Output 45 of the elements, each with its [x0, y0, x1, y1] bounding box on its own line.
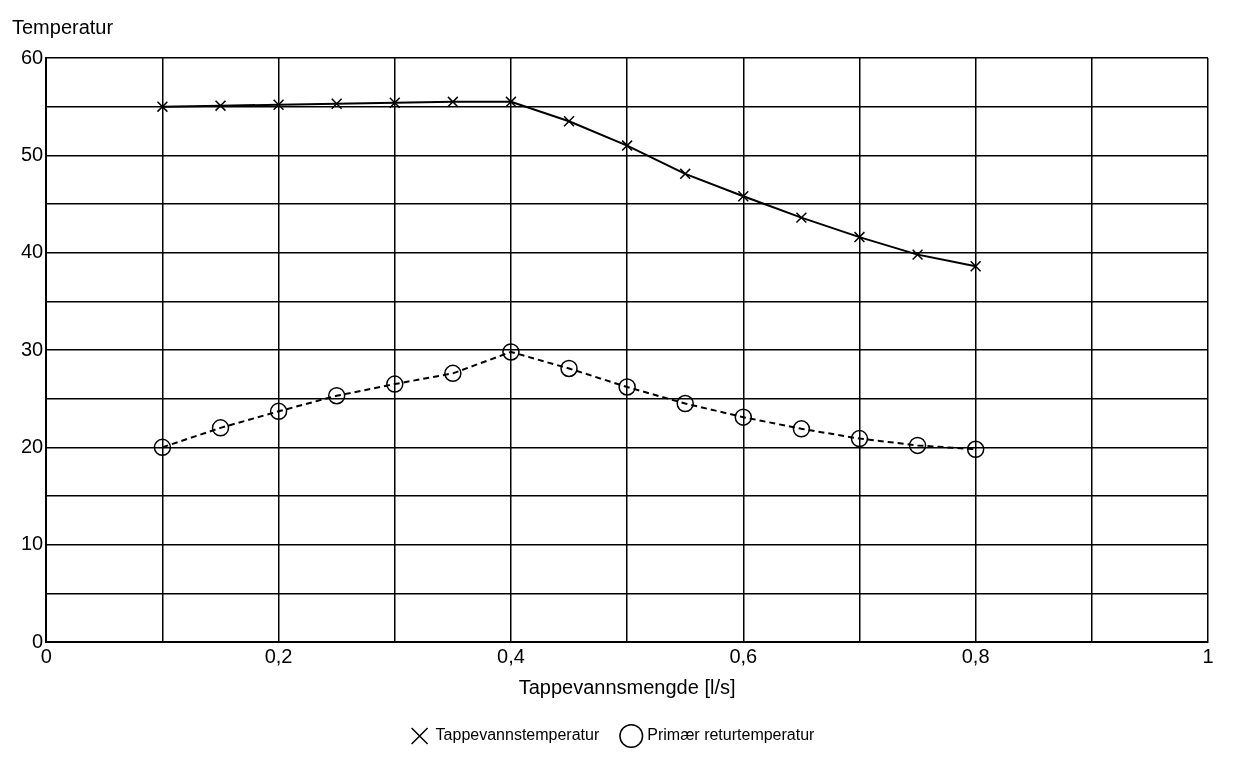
x-tick-label: 1	[1202, 644, 1214, 667]
point	[330, 98, 343, 110]
point	[734, 408, 753, 426]
point	[795, 211, 808, 224]
point	[679, 168, 691, 180]
y-axis-title: Temperatur	[12, 15, 114, 38]
y-tick-label: 10	[21, 532, 44, 555]
legend-label: Tappevannstemperatur	[435, 726, 600, 744]
y-tick-label: 60	[21, 45, 44, 68]
point	[153, 438, 172, 457]
y-tick-label: 40	[21, 240, 44, 263]
point	[272, 99, 285, 111]
point	[792, 420, 811, 438]
point	[447, 96, 459, 108]
point	[737, 190, 749, 202]
point	[214, 99, 227, 112]
point	[911, 248, 924, 261]
x-tick-label: 0,6	[729, 644, 758, 667]
legend-label: Primær returtemperatur	[647, 726, 816, 744]
point	[211, 419, 230, 437]
x-tick-label: 0,4	[497, 644, 525, 667]
point	[853, 231, 866, 243]
point	[621, 139, 633, 152]
point	[618, 378, 636, 396]
point	[156, 100, 169, 113]
point	[969, 260, 982, 272]
point	[908, 436, 927, 455]
y-tick-label: 30	[21, 337, 44, 360]
x-tick-label: 0,2	[264, 644, 293, 667]
point	[444, 364, 462, 383]
point	[966, 440, 985, 459]
x-axis-title: Tappevannsmengde [l/s]	[518, 675, 736, 698]
point	[676, 394, 694, 413]
point	[386, 375, 404, 393]
point	[269, 402, 288, 421]
point	[502, 343, 520, 361]
point	[505, 96, 517, 108]
point	[560, 359, 578, 378]
y-tick-label: 50	[21, 142, 44, 165]
point	[563, 115, 575, 127]
point	[327, 387, 346, 405]
point	[850, 429, 869, 448]
x-tick-label: 0,8	[961, 644, 990, 667]
y-tick-label: 20	[21, 434, 44, 457]
point	[389, 97, 401, 109]
